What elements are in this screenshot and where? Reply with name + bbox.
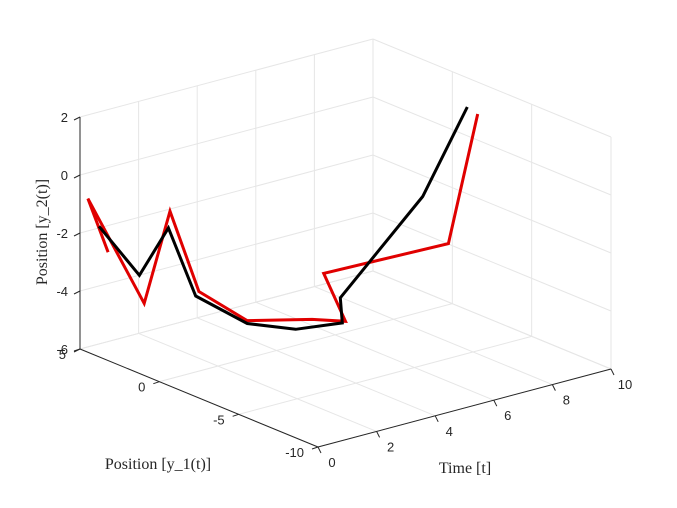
x-tick-mark: [434, 415, 439, 423]
z-axis-label: Position [y_2(t)]: [34, 179, 51, 285]
back-wall-grid-line: [79, 212, 374, 292]
x-tick-mark: [317, 446, 322, 454]
y-tick-label: -10: [285, 445, 304, 460]
series-line-2: [97, 106, 469, 331]
y-tick-mark: [153, 381, 160, 385]
back-wall-grid-line: [79, 270, 374, 350]
x-axis-label: Time [t]: [439, 460, 491, 477]
z-tick-label: -4: [56, 284, 68, 299]
floor-grid-line: [255, 301, 494, 401]
z-tick-mark: [73, 174, 81, 179]
z-tick-label: 2: [61, 110, 68, 125]
floor-grid-line: [159, 303, 453, 383]
y-tick-label: -5: [213, 412, 225, 427]
z-tick-label: 0: [61, 168, 68, 183]
floor-grid-line: [238, 335, 532, 415]
x-tick-mark: [551, 384, 556, 391]
side-wall-grid-line: [372, 154, 612, 254]
x-axis-line: [317, 368, 612, 448]
x-tick-label: 0: [328, 455, 335, 470]
y-tick-mark: [232, 413, 239, 417]
floor-grid-line: [197, 317, 436, 417]
y-tick-mark: [311, 446, 319, 450]
x-tick-mark: [610, 368, 615, 376]
z-tick-mark: [73, 232, 81, 237]
back-wall-grid-line: [79, 96, 374, 176]
side-wall-grid-line: [372, 270, 612, 370]
y-tick-label: 0: [138, 380, 145, 395]
floor-grid-line: [314, 286, 553, 386]
back-wall-grid-line: [79, 38, 374, 118]
x-tick-label: 2: [387, 439, 394, 454]
z-tick-mark: [73, 116, 81, 121]
x-tick-label: 8: [563, 393, 570, 408]
z-tick-mark: [73, 348, 81, 353]
side-wall-grid-line: [372, 38, 612, 138]
x-tick-label: 6: [504, 408, 511, 423]
back-wall-grid-line: [79, 154, 374, 234]
x-tick-mark: [493, 399, 498, 407]
x-tick-mark: [376, 431, 381, 438]
x-tick-label: 4: [446, 424, 453, 439]
y-axis-label: Position [y_1(t)]: [105, 456, 211, 473]
y-axis-line: [79, 348, 319, 448]
series-line-1: [86, 113, 480, 323]
side-wall-grid-line: [372, 96, 612, 196]
side-wall-grid-line: [372, 212, 612, 312]
floor-grid-line: [138, 332, 377, 432]
z-tick-label: -6: [56, 342, 68, 357]
x-tick-label: 10: [618, 377, 632, 392]
y-tick-label: 5: [59, 347, 66, 362]
z-tick-mark: [73, 290, 81, 295]
z-tick-label: -2: [56, 226, 68, 241]
